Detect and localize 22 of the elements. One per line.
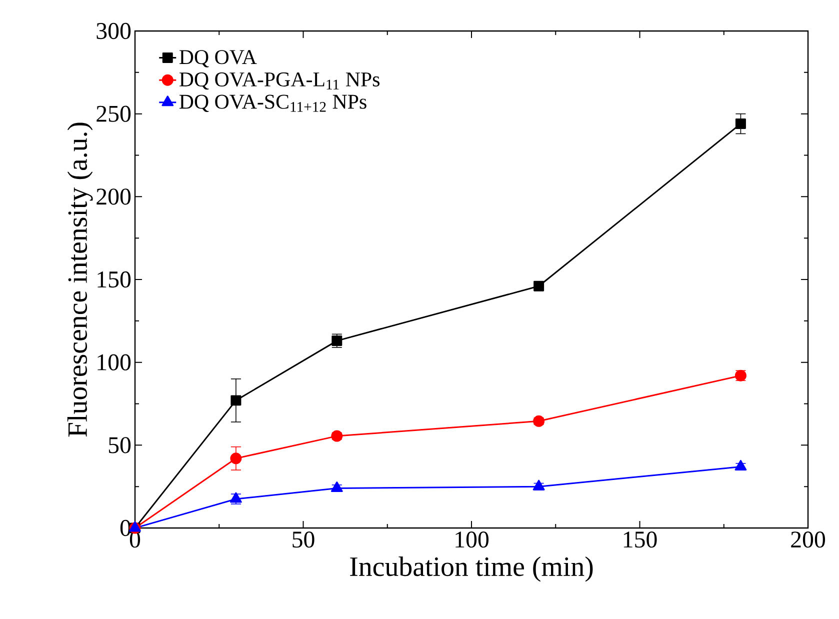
point	[230, 452, 242, 464]
y-tick-label: 200	[96, 188, 131, 205]
y-tick-label: 100	[98, 354, 131, 370]
y-tick-label: 150	[98, 271, 131, 288]
y-tick-label: 50	[108, 437, 131, 454]
x-tick-label: 150	[624, 532, 657, 548]
x-tick-label: 50	[292, 532, 314, 548]
y-tick-label: 300	[96, 22, 131, 40]
point	[734, 460, 747, 470]
point	[532, 480, 545, 490]
x-axis-title: Incubation time (min)	[350, 556, 593, 582]
legend-label: DQ OVA-PGA-L$_{11}$ NPs	[179, 72, 380, 90]
point	[534, 280, 544, 292]
legend-label: DQ OVA-SC$_{11+12}$ NPs	[179, 94, 366, 112]
point	[735, 118, 746, 130]
legend-label: DQ OVA	[179, 50, 257, 68]
point	[330, 481, 343, 492]
y-tick-label: 250	[96, 106, 131, 122]
y-axis-title: Fluorescence intensity (a.u.)	[67, 122, 93, 437]
point	[230, 395, 242, 406]
x-tick-label: 100	[456, 532, 489, 548]
x-tick-label: 200	[791, 532, 826, 548]
